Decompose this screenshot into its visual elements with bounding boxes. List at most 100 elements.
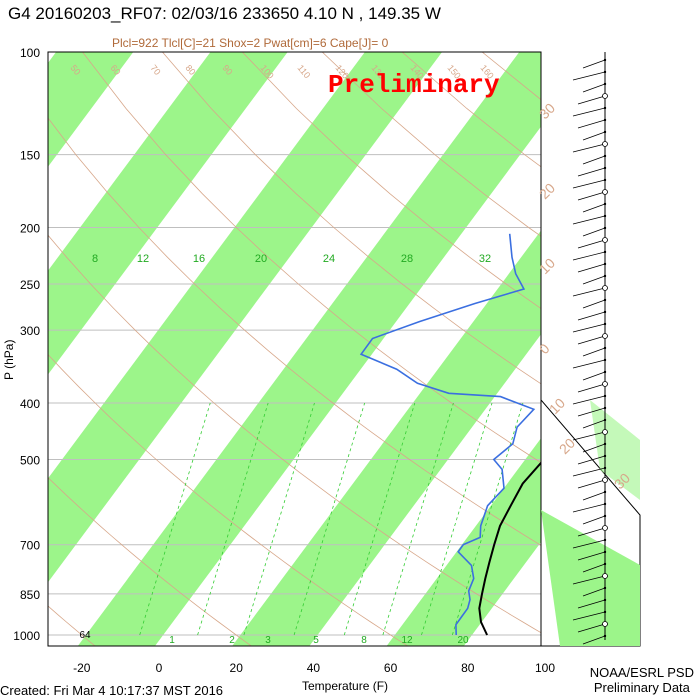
wind-level-marker <box>603 214 607 218</box>
wind-level-marker <box>603 82 607 86</box>
wind-barb <box>577 479 606 489</box>
y-tick-label: 150 <box>20 149 40 163</box>
mixing-ratio-label: 32 <box>479 253 491 265</box>
mixing-ratio-label: 12 <box>401 635 413 646</box>
temperature-band <box>48 52 288 375</box>
chart-title: G4 20160203_RF07: 02/03/16 233650 4.10 N… <box>8 4 441 23</box>
band-label: 20 <box>536 180 558 202</box>
wind-barb <box>577 527 606 537</box>
temperature-band <box>48 52 443 583</box>
wind-level-marker <box>603 154 607 158</box>
y-tick-label: 250 <box>20 278 40 292</box>
dry-adiabat <box>82 52 541 464</box>
attribution-org: NOAA/ESRL PSD <box>589 665 694 680</box>
wind-level-marker <box>603 298 607 302</box>
wind-level-marker <box>603 394 607 398</box>
mixing-ratio-line <box>197 402 269 636</box>
wind-level-marker <box>603 262 607 266</box>
adiabat-label: 90 <box>220 63 234 77</box>
wind-barb <box>582 515 606 525</box>
temperature-profile-line <box>478 461 541 636</box>
x-tick-label: 40 <box>307 661 321 675</box>
wind-barb <box>572 539 606 549</box>
dry-adiabat <box>162 52 541 385</box>
wind-barb <box>577 407 606 417</box>
wind-barb <box>582 275 606 285</box>
mixing-ratio-line <box>243 402 315 636</box>
wind-level-marker <box>603 550 607 554</box>
wind-barb <box>572 395 606 405</box>
wind-barb <box>577 455 606 465</box>
wind-level-marker <box>602 621 608 627</box>
wind-barb <box>577 263 606 273</box>
x-tick-label: 100 <box>535 661 555 675</box>
attribution-note: Preliminary Data <box>593 680 690 695</box>
wind-barb <box>577 239 606 249</box>
created-timestamp: Created: Fri Mar 4 10:17:37 MST 2016 <box>0 683 224 698</box>
wind-barb <box>582 131 606 141</box>
wind-barb <box>582 347 606 357</box>
wind-level-marker <box>603 502 607 506</box>
wind-level-marker <box>603 106 607 110</box>
wind-barb <box>582 299 606 309</box>
band-label: 10 <box>546 395 568 417</box>
wind-level-marker <box>602 573 608 579</box>
wind-level-marker <box>603 130 607 134</box>
wind-level-marker <box>603 562 607 566</box>
adiabat-label: 70 <box>148 63 162 77</box>
wind-barb <box>577 335 606 345</box>
wind-level-marker <box>603 70 607 74</box>
wind-barb <box>572 251 606 261</box>
dry-adiabat <box>48 477 253 646</box>
wind-barb <box>582 203 606 213</box>
wind-level-marker <box>602 525 608 531</box>
temperature-band <box>232 230 541 646</box>
wind-barb <box>582 371 606 381</box>
wind-level-marker <box>602 237 608 243</box>
wind-barb <box>572 215 606 225</box>
adiabat-label: 110 <box>295 63 312 80</box>
wind-level-marker <box>603 538 607 542</box>
mixing-ratio-line <box>382 402 454 636</box>
wind-level-marker <box>603 346 607 350</box>
x-axis-label: Temperature (F) <box>302 679 389 693</box>
wind-level-marker <box>603 226 607 230</box>
wind-level-marker <box>603 202 607 206</box>
dry-adiabat <box>48 234 541 634</box>
wind-barb <box>572 107 606 117</box>
wind-level-marker <box>603 250 607 254</box>
wind-barb <box>572 323 606 333</box>
dry-adiabat <box>48 353 409 646</box>
wind-barb <box>582 83 606 93</box>
mixing-ratio-line <box>451 402 524 636</box>
temperature-band <box>77 52 541 646</box>
wind-barb <box>572 611 606 621</box>
wind-level-marker <box>602 381 608 387</box>
y-tick-label: 300 <box>20 324 40 338</box>
wind-level-marker <box>603 466 607 470</box>
x-tick-label: 60 <box>384 661 398 675</box>
mixing-ratio-label: 64 <box>79 630 91 641</box>
preliminary-stamp: Preliminary <box>328 70 500 100</box>
mixing-ratio-label: 1 <box>169 635 175 646</box>
y-tick-label: 700 <box>20 539 40 553</box>
dry-adiabat <box>642 52 700 647</box>
temperature-band <box>386 438 541 646</box>
y-tick-label: 100 <box>20 46 40 60</box>
y-axis-label: P (hPa) <box>2 339 16 380</box>
y-tick-label: 500 <box>20 453 40 467</box>
wind-level-marker <box>603 442 607 446</box>
wind-level-marker <box>603 406 607 410</box>
mixing-ratio-label: 5 <box>313 635 319 646</box>
wind-barb <box>582 227 606 237</box>
wind-barb <box>582 155 606 165</box>
mixing-ratio-line <box>139 402 211 636</box>
wind-level-marker <box>602 333 608 339</box>
mixing-ratio-label: 8 <box>361 635 367 646</box>
mixing-ratio-label: 8 <box>92 253 98 265</box>
x-tick-label: 20 <box>230 661 244 675</box>
wind-level-marker <box>602 429 608 435</box>
wind-level-marker <box>603 514 607 518</box>
chart-subtitle: Plcl=922 Tlcl[C]=21 Shox=2 Pwat[cm]=6 Ca… <box>112 36 389 50</box>
mixing-ratio-label: 24 <box>323 253 335 265</box>
